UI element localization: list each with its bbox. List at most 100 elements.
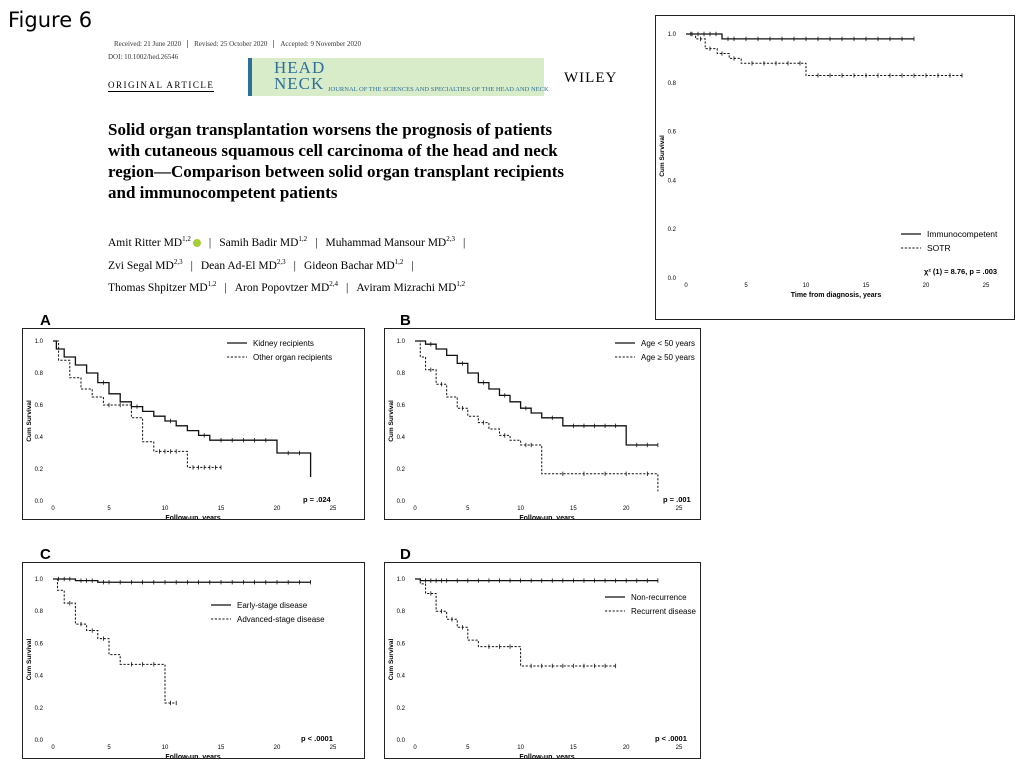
survival-curve-solid <box>686 33 914 40</box>
x-tick-label: 25 <box>330 745 337 751</box>
x-tick-label: 25 <box>330 506 337 512</box>
survival-curve-dashed <box>53 578 177 704</box>
author-separator: | <box>315 236 318 249</box>
author-separator: | <box>208 236 212 249</box>
author-affiliation: 1,2 <box>394 257 404 266</box>
author-separator: | <box>190 259 193 272</box>
x-tick-label: 10 <box>803 283 810 289</box>
x-tick-label: 20 <box>623 506 630 512</box>
author-affiliation: 1,2 <box>456 280 466 289</box>
legend-entry: Recurrent disease <box>631 607 696 616</box>
x-tick-label: 10 <box>162 745 169 751</box>
x-tick-label: 25 <box>983 283 990 289</box>
y-tick-label: 1.0 <box>397 339 406 345</box>
chart-panel-b: 0.0 0.2 0.4 0.6 0.8 1.0 0 5 10 15 20 25 Follow-up, y… <box>384 328 701 520</box>
x-tick-label: 5 <box>744 283 748 289</box>
chart-panel-a: 0.0 0.2 0.4 0.6 0.8 1.0 0 5 10 15 20 25 Follow-up, y… <box>22 328 365 520</box>
y-tick-label: 0.4 <box>397 674 406 680</box>
y-tick-label: 0.0 <box>397 499 406 505</box>
author-list: Amit Ritter MD1,2 | Samih Badir MD1,2 | Muha… <box>108 230 628 298</box>
km-chart-a: 0.0 0.2 0.4 0.6 0.8 1.0 0 5 10 15 20 25 Follow-up, y… <box>26 339 337 519</box>
legend-entry: Other organ recipients <box>253 353 332 362</box>
legend-entry: Kidney recipients <box>253 339 314 348</box>
author-affiliation: 1,2 <box>298 235 308 243</box>
y-tick-label: 0.6 <box>35 403 44 409</box>
x-tick-label: 15 <box>218 745 225 751</box>
km-chart-b: 0.0 0.2 0.4 0.6 0.8 1.0 0 5 10 15 20 25 Follow-up, y… <box>388 339 695 519</box>
x-axis-label: Time from diagnosis, years <box>791 292 882 299</box>
legend-entry: Early-stage disease <box>237 601 308 610</box>
legend-entry: Age ≥ 50 years <box>641 353 695 362</box>
chart-panel-c: 0.0 0.2 0.4 0.6 0.8 1.0 0 5 10 15 20 25 Follow-up, y… <box>22 562 365 759</box>
author-separator: | <box>462 236 466 249</box>
author-name: Aron Popovtzer MD2,4 <box>234 280 339 295</box>
author-name: Thomas Shpitzer MD1,2 <box>108 280 217 295</box>
x-axis-label: Follow-up, years <box>519 754 574 758</box>
survival-curve-solid <box>53 578 311 583</box>
y-tick-label: 0.6 <box>668 130 677 136</box>
legend-entry: Advanced-stage disease <box>237 615 325 624</box>
y-tick-label: 1.0 <box>35 577 44 583</box>
article-dates: Received: 21 June 2020 Revised: 25 Octobe… <box>108 40 367 48</box>
received-date: Received: 21 June 2020 <box>108 40 189 48</box>
accepted-date: Accepted: 9 November 2020 <box>280 40 362 48</box>
author-name: Amit Ritter MD1,2 <box>108 235 191 249</box>
legend-entry: Immunocompetent <box>927 229 998 239</box>
y-tick-label: 0.8 <box>35 609 44 615</box>
y-tick-label: 0.2 <box>35 706 44 712</box>
banner-accent <box>248 58 252 96</box>
y-tick-label: 0.2 <box>668 227 677 233</box>
author-affiliation: 2,3 <box>446 235 455 243</box>
x-tick-label: 15 <box>863 283 870 289</box>
y-tick-label: 0.4 <box>397 435 406 441</box>
author-name: Dean Ad-El MD2,3 <box>200 257 286 272</box>
x-tick-label: 0 <box>51 506 55 512</box>
y-tick-label: 0.2 <box>397 467 406 473</box>
y-tick-label: 0.8 <box>397 609 406 615</box>
journal-name-line2: NECK <box>274 74 325 93</box>
y-tick-label: 0.2 <box>35 467 44 473</box>
x-tick-label: 5 <box>107 745 111 751</box>
x-tick-label: 0 <box>684 283 688 289</box>
article-type: ORIGINAL ARTICLE <box>108 80 215 92</box>
y-tick-label: 0.8 <box>35 371 44 377</box>
p-value-annotation: χ² (1) = 8.76, p = .003 <box>924 267 997 276</box>
journal-name-line1: HEAD <box>274 58 326 77</box>
figure-label: Figure 6 <box>8 8 93 32</box>
author-name: Aviram Mizrachi MD1,2 <box>356 280 466 295</box>
p-value-annotation: p < .0001 <box>301 734 333 743</box>
x-tick-label: 15 <box>218 506 225 512</box>
revised-date: Revised: 25 October 2020 <box>188 40 275 48</box>
paper-title: Solid organ transplantation worsens the … <box>108 120 565 202</box>
x-tick-label: 20 <box>274 745 281 751</box>
chart-panel-d: 0.0 0.2 0.4 0.6 0.8 1.0 0 5 10 15 20 25 Follow-up, y… <box>384 562 701 759</box>
survival-curve-dashed <box>686 33 962 76</box>
author-affiliation: 2,3 <box>173 257 183 266</box>
x-axis-label: Follow-up, years <box>519 515 574 519</box>
x-tick-label: 20 <box>923 283 930 289</box>
legend-entry: Non-recurrence <box>631 593 687 602</box>
author-name: Gideon Bachar MD1,2 <box>303 257 404 272</box>
x-tick-label: 5 <box>466 745 470 751</box>
survival-curve-solid <box>53 340 312 477</box>
y-axis-label: Cum Survival <box>659 135 666 177</box>
author-separator: | <box>293 259 296 272</box>
p-value-annotation: p = .024 <box>303 495 332 504</box>
author-affiliation: 1,2 <box>182 235 191 243</box>
author-separator: | <box>346 282 349 295</box>
survival-curve-dashed <box>415 578 616 667</box>
x-tick-label: 0 <box>51 745 55 751</box>
survival-curve-solid <box>415 340 658 446</box>
x-tick-label: 15 <box>570 745 577 751</box>
y-tick-label: 0.0 <box>35 499 44 505</box>
x-tick-label: 10 <box>517 745 524 751</box>
journal-subtitle: JOURNAL OF THE SCIENCES AND SPECIALTIES … <box>328 86 549 93</box>
y-tick-label: 0.8 <box>397 371 406 377</box>
panel-label-c: C <box>40 546 51 563</box>
x-tick-label: 0 <box>413 745 417 751</box>
author-name: Zvi Segal MD2,3 <box>108 257 183 272</box>
author-affiliation: 1,2 <box>207 280 217 289</box>
x-tick-label: 15 <box>570 506 577 512</box>
author-separator: | <box>224 282 227 295</box>
legend-entry: Age < 50 years <box>641 339 695 348</box>
